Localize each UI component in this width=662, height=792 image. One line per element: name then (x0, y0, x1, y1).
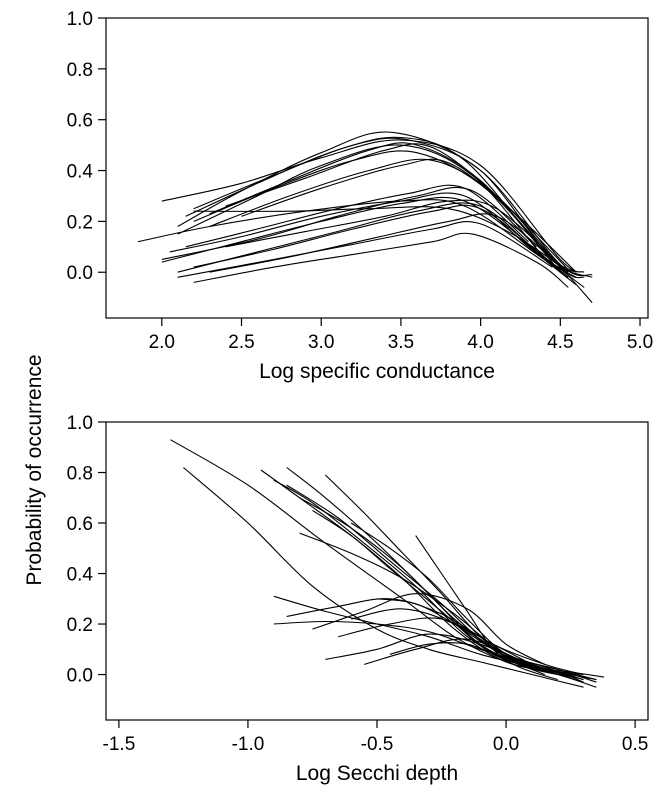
series-line (169, 192, 569, 278)
y-tick-label: 0.0 (67, 263, 93, 284)
series-line (161, 139, 585, 273)
y-tick-label: 0.6 (67, 111, 93, 132)
y-tick-label: 1.0 (67, 413, 93, 434)
series-line (209, 158, 561, 268)
x-tick-label: 3.5 (388, 332, 414, 353)
series-line (338, 617, 533, 665)
series-line (273, 620, 533, 665)
shared-y-axis-label: Probability of occurrence (23, 354, 46, 585)
x-tick-label: -1.0 (232, 734, 265, 755)
x-tick-label: -1.5 (103, 734, 136, 755)
series-line (286, 598, 584, 676)
series-line (273, 479, 605, 678)
y-tick-label: 0.8 (67, 60, 93, 81)
series-line (350, 522, 545, 671)
series-line (299, 532, 597, 683)
x-tick-label: 5.0 (627, 332, 653, 353)
series-line (225, 199, 561, 266)
plot-frame (105, 17, 649, 319)
chart-panel-conductance: 2.0 2.5 3.0 3.5 4.0 4.5 5.0 0.0 0.2 0.4 0.6 0.8 1.0 L… (67, 9, 654, 383)
series-line (177, 221, 553, 278)
series-line (161, 186, 537, 261)
x-tick-label: -0.5 (361, 734, 394, 755)
chart-panel-secchi: -1.5 -1.0 -0.5 0.0 0.5 0.0 0.2 0.4 0.6 0.8 1.0 Log … (67, 413, 649, 785)
series-line (389, 642, 545, 676)
y-tick-label: 0.4 (67, 162, 94, 183)
y-tick-label: 0.2 (67, 615, 93, 636)
series-line (193, 232, 569, 288)
x-tick-label: 2.0 (149, 332, 175, 353)
series-line (312, 593, 546, 665)
x-tick-label: 0.5 (622, 734, 648, 755)
x-axis-label: Log specific conductance (259, 360, 495, 383)
series-line (376, 598, 571, 678)
y-tick-label: 0.6 (67, 514, 93, 535)
y-tick-label: 1.0 (67, 9, 93, 30)
x-tick-label: 4.5 (547, 332, 573, 353)
x-tick-label: 3.0 (308, 332, 334, 353)
x-axis-label: Log Secchi depth (296, 762, 458, 785)
series-line (286, 484, 584, 681)
series-line (185, 184, 529, 248)
series-line (351, 608, 597, 681)
series-line (193, 204, 585, 288)
y-tick-label: 0.2 (67, 212, 93, 233)
series-line (363, 638, 558, 676)
series-line (325, 474, 558, 676)
y-tick-label: 0.8 (67, 464, 93, 485)
x-tick-label: 2.5 (228, 332, 254, 353)
series-line (183, 467, 584, 688)
series-line (193, 150, 561, 273)
x-tick-label: 4.0 (467, 332, 493, 353)
x-tick-label: 0.0 (493, 734, 519, 755)
y-tick-label: 0.4 (67, 565, 94, 586)
y-tick-label: 0.0 (67, 666, 93, 687)
series-line (241, 158, 577, 273)
